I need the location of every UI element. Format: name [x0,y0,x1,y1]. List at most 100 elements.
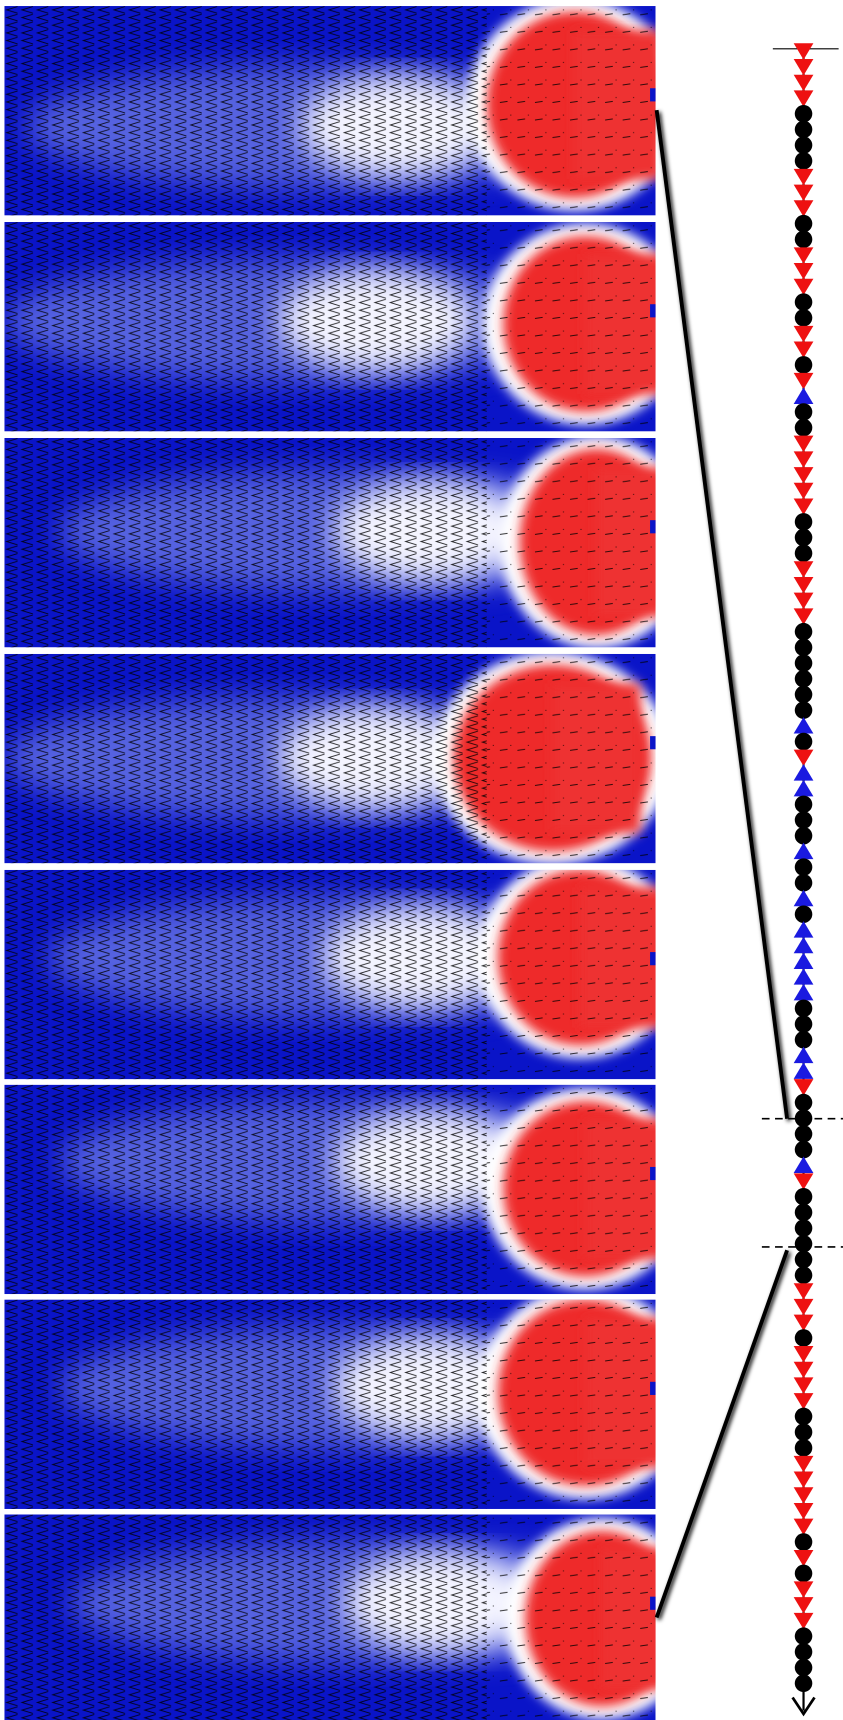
flow-panel [4,1299,656,1509]
marker-square [650,736,656,750]
red-down-triangle [793,1393,814,1410]
red-down-triangle [793,1079,814,1096]
red-down-triangle [793,325,814,343]
black-circle [794,293,813,311]
black-circle [794,120,813,139]
blue-up-triangle [793,983,814,1001]
red-down-triangle [793,498,814,515]
black-circle [794,1643,813,1661]
marker-square [650,520,656,534]
red-down-triangle [793,1345,814,1363]
black-circle [794,670,813,688]
black-circle [794,1533,813,1551]
arrow-head [791,1696,816,1717]
black-circle [794,1407,813,1426]
black-circle [794,1658,813,1677]
panel-content [4,1514,656,1720]
black-circle [794,732,813,751]
black-circle [794,1627,813,1645]
red-down-triangle [793,184,814,202]
red-down-triangle [793,482,814,500]
black-circle [794,1423,813,1441]
sequence-column [654,43,843,1717]
red-down-triangle [793,74,814,92]
black-circle [794,638,813,657]
red-down-triangle [793,59,814,76]
arrow-texture [4,1514,487,1720]
panels [4,6,656,1720]
red-down-triangle [793,1173,814,1190]
red-down-triangle [793,561,814,578]
marker-square [650,88,656,102]
red-down-triangle [793,435,814,453]
red-down-triangle [793,1597,814,1614]
red-down-triangle [793,168,814,186]
black-circle [794,1250,813,1269]
arrow-texture [4,1299,487,1509]
red-down-triangle [793,608,814,625]
arrow-texture [4,1084,487,1295]
black-circle [794,1203,813,1222]
black-circle [794,1015,813,1033]
red-down-triangle [793,1298,814,1316]
black-circle [794,528,813,547]
flow-panel [4,437,656,648]
red-down-triangle [793,592,814,610]
black-circle [794,152,813,170]
black-circle [794,701,813,719]
red-down-triangle [793,1314,814,1332]
black-circle [794,1564,813,1583]
arrow-texture [4,653,487,864]
red-down-triangle [793,1581,814,1598]
red-down-triangle [793,263,814,280]
red-down-triangle [793,1518,814,1536]
blue-up-triangle [793,764,814,781]
black-circle [794,654,813,672]
black-circle [794,999,813,1018]
red-down-triangle [793,749,814,767]
panel-content [4,653,656,864]
blue-up-triangle [793,1046,814,1064]
connector [654,1249,789,1619]
panel-content [4,1299,656,1509]
red-down-triangle [793,278,814,296]
red-down-triangle [793,1283,814,1300]
panel-content [4,1084,656,1295]
blue-up-triangle [793,387,814,404]
arrow-texture [486,221,656,432]
blue-up-triangle [793,1062,814,1079]
flow-panel [4,221,656,432]
red-down-triangle [793,372,814,390]
arrow-texture [486,869,656,1080]
black-circle [794,104,813,123]
blue-up-triangle [793,1156,814,1174]
panel-content [4,437,656,648]
blue-up-triangle [793,717,814,734]
arrow-texture [4,6,487,216]
black-circle [794,1674,813,1693]
blue-up-triangle [793,921,814,938]
red-down-triangle [793,1471,814,1489]
flow-panel [4,6,656,216]
red-down-triangle [793,451,814,468]
black-circle [794,418,813,437]
black-circle [794,513,813,531]
blue-up-triangle [793,968,814,985]
panel-content [4,6,656,216]
black-circle [794,356,813,374]
red-down-triangle [793,43,814,60]
arrow-texture [4,437,487,648]
flow-panel [4,1514,656,1720]
red-down-triangle [793,1455,814,1473]
black-circle [794,1140,813,1159]
arrow-texture [4,869,487,1080]
panel-content [4,221,656,432]
arrow-texture [4,221,487,432]
black-circle [794,1235,813,1253]
black-circle [794,1093,813,1112]
black-circle [794,1266,813,1284]
black-circle [794,214,813,233]
black-circle [794,874,813,892]
